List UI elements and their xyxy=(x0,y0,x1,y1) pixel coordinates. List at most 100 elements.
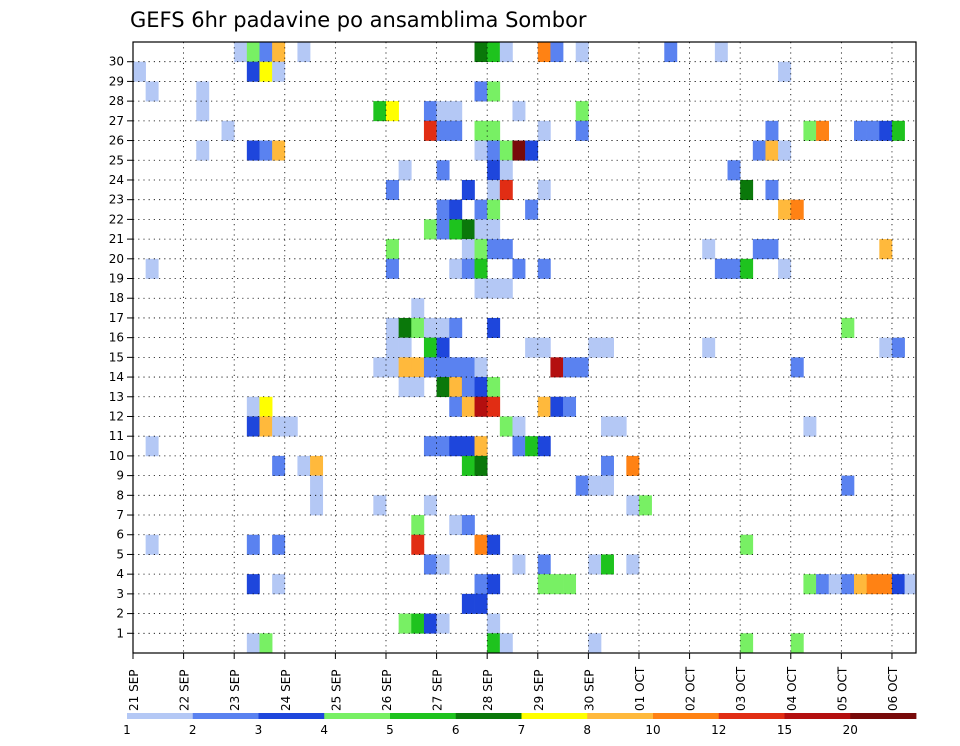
heatmap-cell xyxy=(601,416,614,437)
heatmap-cell xyxy=(284,416,298,437)
heatmap-cell xyxy=(436,199,450,220)
heatmap-cell xyxy=(563,396,577,417)
heatmap-cell xyxy=(423,219,437,240)
heatmap-cell xyxy=(563,357,577,378)
heatmap-cell xyxy=(891,337,905,358)
heatmap-cell xyxy=(272,574,286,595)
y-tick-label: 27 xyxy=(109,114,124,128)
heatmap-cell xyxy=(765,179,779,200)
colorbar-swatch xyxy=(850,713,917,719)
heatmap-cell xyxy=(259,42,273,63)
heatmap-cell xyxy=(487,633,501,654)
heatmap-cell xyxy=(803,120,817,141)
y-tick-label: 16 xyxy=(109,331,124,345)
heatmap-cell xyxy=(487,239,501,260)
heatmap-cell xyxy=(828,574,842,595)
cells-layer xyxy=(133,42,917,654)
heatmap-cell xyxy=(601,337,614,358)
x-tick-label: 25 SEP xyxy=(329,669,343,711)
heatmap-cell xyxy=(702,337,716,358)
heatmap-cell xyxy=(272,416,286,437)
colorbar-label: 1 xyxy=(123,723,131,737)
heatmap-cell xyxy=(803,574,817,595)
heatmap-cell xyxy=(575,120,589,141)
heatmap-cell xyxy=(436,554,450,575)
y-tick-label: 19 xyxy=(109,272,124,286)
heatmap-cell xyxy=(145,436,159,457)
heatmap-cell xyxy=(423,317,437,338)
heatmap-cell xyxy=(474,42,488,63)
colorbar-swatch xyxy=(258,713,325,719)
heatmap-cell xyxy=(398,337,412,358)
y-tick-label: 23 xyxy=(109,193,124,207)
heatmap-cell xyxy=(474,593,488,614)
heatmap-cell xyxy=(461,455,475,476)
heatmap-cell xyxy=(449,357,463,378)
heatmap-cell xyxy=(297,455,311,476)
plot-frame xyxy=(132,41,917,654)
heatmap-cell xyxy=(272,140,286,161)
heatmap-cell xyxy=(537,42,551,63)
heatmap-cell xyxy=(449,317,463,338)
chart-title: GEFS 6hr padavine po ansamblima Sombor xyxy=(130,8,587,32)
heatmap-cell xyxy=(765,239,779,260)
heatmap-cell xyxy=(411,377,425,398)
colorbar-label: 12 xyxy=(711,723,726,737)
heatmap-cell xyxy=(778,140,792,161)
colorbar-label: 2 xyxy=(189,723,197,737)
heatmap-cell xyxy=(411,515,425,536)
heatmap-cell xyxy=(537,258,551,279)
heatmap-cell xyxy=(246,534,260,555)
heatmap-cell xyxy=(487,42,501,63)
heatmap-cell xyxy=(727,258,741,279)
heatmap-cell xyxy=(461,258,475,279)
heatmap-cell xyxy=(512,140,526,161)
heatmap-cell xyxy=(487,574,501,595)
x-tick-label: 02 OCT xyxy=(684,666,698,711)
colorbar-label: 7 xyxy=(518,723,526,737)
heatmap-cell xyxy=(790,199,804,220)
x-tick-label: 24 SEP xyxy=(279,669,293,711)
heatmap-cell xyxy=(423,101,437,122)
heatmap-cell xyxy=(537,554,551,575)
colorbar-label: 8 xyxy=(583,723,591,737)
colorbar-label: 20 xyxy=(843,723,858,737)
heatmap-cell xyxy=(411,317,425,338)
x-tick-label: 29 SEP xyxy=(532,669,546,711)
heatmap-cell xyxy=(133,61,146,82)
heatmap-cell xyxy=(449,120,463,141)
heatmap-cell xyxy=(398,160,412,181)
y-tick-label: 12 xyxy=(109,409,124,423)
heatmap-cell xyxy=(487,278,501,299)
heatmap-cell xyxy=(891,120,905,141)
heatmap-cell xyxy=(398,357,412,378)
heatmap-cell xyxy=(145,534,159,555)
heatmap-cell xyxy=(499,42,513,63)
heatmap-cell xyxy=(575,42,589,63)
heatmap-cell xyxy=(537,179,551,200)
y-tick-label: 29 xyxy=(109,74,124,88)
heatmap-cell xyxy=(525,140,539,161)
heatmap-cell xyxy=(790,633,804,654)
heatmap-cell xyxy=(449,515,463,536)
heatmap-cell xyxy=(487,613,501,634)
colorbar-swatch xyxy=(127,713,194,719)
heatmap-cell xyxy=(474,120,488,141)
y-tick-label: 10 xyxy=(109,449,124,463)
heatmap-cell xyxy=(499,278,513,299)
heatmap-cell xyxy=(537,436,551,457)
heatmap-cell xyxy=(385,239,399,260)
heatmap-cell xyxy=(423,613,437,634)
colorbar-swatch xyxy=(718,713,785,719)
colorbar-swatch xyxy=(587,713,654,719)
heatmap-cell xyxy=(449,219,463,240)
colorbar: 1 2 3 4 5 6 7 8 10 12 15 20 xyxy=(123,713,917,737)
colorbar-swatch xyxy=(455,713,522,719)
heatmap-cell xyxy=(512,416,526,437)
heatmap-cell xyxy=(385,258,399,279)
heatmap-cell xyxy=(740,633,754,654)
heatmap-cell xyxy=(487,140,501,161)
heatmap-cell xyxy=(310,495,324,516)
colorbar-label: 5 xyxy=(386,723,394,737)
heatmap-cell xyxy=(575,101,589,122)
